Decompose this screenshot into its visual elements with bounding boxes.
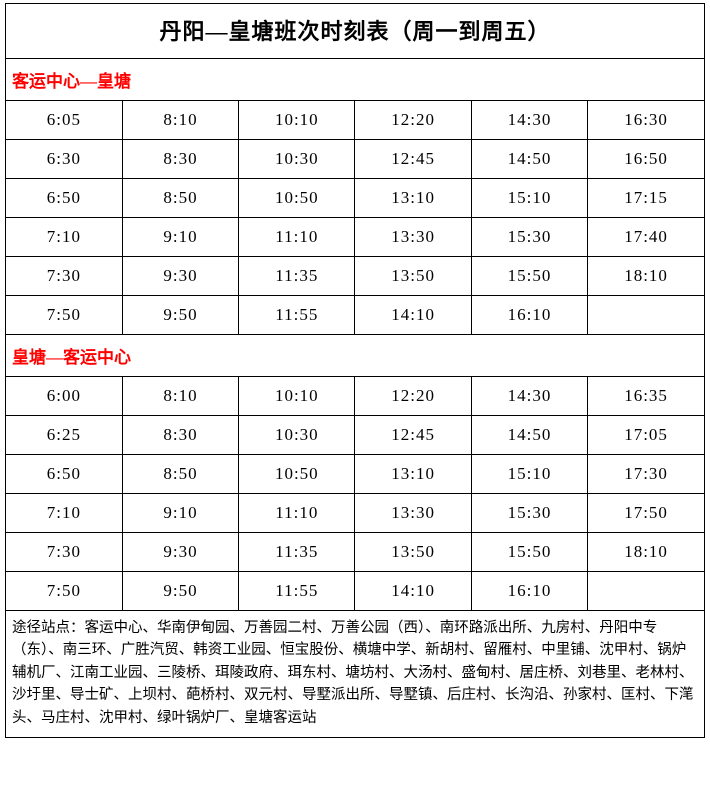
time-cell: 15:30: [471, 494, 587, 533]
time-cell: 6:50: [6, 455, 122, 494]
time-cell: 9:30: [122, 533, 238, 572]
time-cell: 6:50: [6, 179, 122, 218]
time-cell: 6:30: [6, 140, 122, 179]
table-row: 6:308:3010:3012:4514:5016:50: [6, 140, 704, 179]
table-row: 6:008:1010:1012:2014:3016:35: [6, 377, 704, 416]
time-cell: 7:50: [6, 296, 122, 335]
section2-header: 皇塘—客运中心: [6, 334, 704, 376]
time-cell: 12:45: [355, 416, 471, 455]
time-cell: 8:10: [122, 101, 238, 140]
section1-header: 客运中心—皇塘: [6, 58, 704, 100]
time-cell: 15:10: [471, 455, 587, 494]
time-cell: 11:55: [239, 572, 355, 611]
time-cell: 15:50: [471, 257, 587, 296]
time-cell: 8:30: [122, 416, 238, 455]
time-cell: 16:35: [588, 377, 704, 416]
time-cell: 13:30: [355, 218, 471, 257]
time-cell: 6:00: [6, 377, 122, 416]
table-row: 7:309:3011:3513:5015:5018:10: [6, 533, 704, 572]
time-cell: 14:50: [471, 416, 587, 455]
time-cell: 10:10: [239, 377, 355, 416]
time-cell: 17:15: [588, 179, 704, 218]
time-cell: 11:10: [239, 494, 355, 533]
section1-table: 6:058:1010:1012:2014:3016:306:308:3010:3…: [6, 100, 704, 334]
table-row: 6:508:5010:5013:1015:1017:15: [6, 179, 704, 218]
time-cell: 13:10: [355, 455, 471, 494]
time-cell: 9:30: [122, 257, 238, 296]
table-row: 7:109:1011:1013:3015:3017:40: [6, 218, 704, 257]
time-cell: 14:50: [471, 140, 587, 179]
time-cell: 10:30: [239, 140, 355, 179]
time-cell: 14:10: [355, 572, 471, 611]
time-cell: 10:50: [239, 179, 355, 218]
time-cell: 8:50: [122, 455, 238, 494]
time-cell: 16:50: [588, 140, 704, 179]
table-row: 7:509:5011:5514:1016:10: [6, 296, 704, 335]
time-cell: 16:30: [588, 101, 704, 140]
time-cell: 7:10: [6, 218, 122, 257]
time-cell: 9:50: [122, 296, 238, 335]
table-row: 6:508:5010:5013:1015:1017:30: [6, 455, 704, 494]
time-cell: 17:05: [588, 416, 704, 455]
time-cell: 11:10: [239, 218, 355, 257]
time-cell: 9:50: [122, 572, 238, 611]
table-row: 7:309:3011:3513:5015:5018:10: [6, 257, 704, 296]
time-cell: [588, 296, 704, 335]
time-cell: 10:10: [239, 101, 355, 140]
time-cell: 17:40: [588, 218, 704, 257]
time-cell: 18:10: [588, 533, 704, 572]
time-cell: 17:50: [588, 494, 704, 533]
page-title: 丹阳—皇塘班次时刻表（周一到周五）: [6, 4, 704, 58]
timetable-container: 丹阳—皇塘班次时刻表（周一到周五） 客运中心—皇塘 6:058:1010:101…: [5, 3, 705, 738]
table-row: 6:058:1010:1012:2014:3016:30: [6, 101, 704, 140]
time-cell: 9:10: [122, 494, 238, 533]
time-cell: 16:10: [471, 572, 587, 611]
route-stops-footer: 途径站点：客运中心、华南伊甸园、万善园二村、万善公园（西）、南环路派出所、九房村…: [6, 610, 704, 737]
time-cell: 12:45: [355, 140, 471, 179]
time-cell: 12:20: [355, 377, 471, 416]
section2-table: 6:008:1010:1012:2014:3016:356:258:3010:3…: [6, 376, 704, 610]
time-cell: 18:10: [588, 257, 704, 296]
time-cell: 11:55: [239, 296, 355, 335]
time-cell: 14:10: [355, 296, 471, 335]
time-cell: 10:50: [239, 455, 355, 494]
time-cell: 6:05: [6, 101, 122, 140]
time-cell: 13:30: [355, 494, 471, 533]
time-cell: 10:30: [239, 416, 355, 455]
time-cell: 13:10: [355, 179, 471, 218]
time-cell: 9:10: [122, 218, 238, 257]
time-cell: 14:30: [471, 101, 587, 140]
time-cell: 13:50: [355, 533, 471, 572]
time-cell: 17:30: [588, 455, 704, 494]
time-cell: 8:30: [122, 140, 238, 179]
time-cell: 7:30: [6, 533, 122, 572]
time-cell: 8:50: [122, 179, 238, 218]
time-cell: 16:10: [471, 296, 587, 335]
time-cell: 13:50: [355, 257, 471, 296]
time-cell: 7:50: [6, 572, 122, 611]
time-cell: 11:35: [239, 533, 355, 572]
time-cell: 14:30: [471, 377, 587, 416]
table-row: 6:258:3010:3012:4514:5017:05: [6, 416, 704, 455]
time-cell: 7:30: [6, 257, 122, 296]
time-cell: 6:25: [6, 416, 122, 455]
time-cell: 12:20: [355, 101, 471, 140]
time-cell: 15:10: [471, 179, 587, 218]
time-cell: 15:50: [471, 533, 587, 572]
time-cell: 11:35: [239, 257, 355, 296]
time-cell: 15:30: [471, 218, 587, 257]
table-row: 7:109:1011:1013:3015:3017:50: [6, 494, 704, 533]
time-cell: 8:10: [122, 377, 238, 416]
time-cell: [588, 572, 704, 611]
table-row: 7:509:5011:5514:1016:10: [6, 572, 704, 611]
time-cell: 7:10: [6, 494, 122, 533]
